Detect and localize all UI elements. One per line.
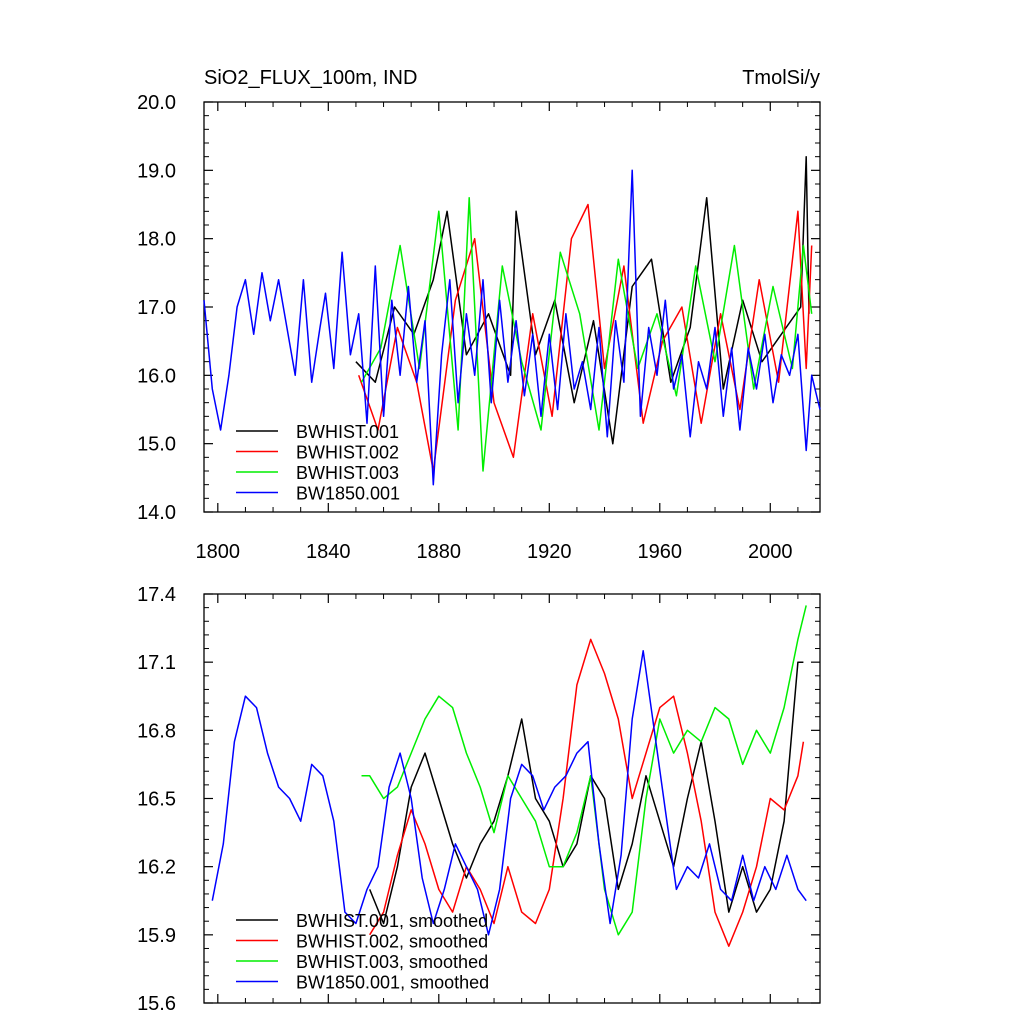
series-line-2 xyxy=(357,203,813,472)
y-tick-label: 15.0 xyxy=(137,434,176,456)
y-tick-label: 17.0 xyxy=(137,297,176,319)
y-tick-label: 17.4 xyxy=(137,584,176,606)
x-tick-label: 1880 xyxy=(417,541,462,563)
y-tick-label: 16.5 xyxy=(137,789,176,811)
y-tick-label: 16.8 xyxy=(137,720,176,742)
legend-label: BW1850.001 xyxy=(296,484,400,504)
series-line-1 xyxy=(355,155,810,445)
x-tick-label: 1920 xyxy=(527,541,572,563)
y-tick-label: 15.9 xyxy=(137,925,176,947)
legend-label: BWHIST.001, smoothed xyxy=(296,911,488,931)
y-tick-label: 15.6 xyxy=(137,993,176,1015)
top-panel-units: TmolSi/y xyxy=(742,67,820,89)
series-line-3 xyxy=(360,196,813,472)
y-tick-label: 19.0 xyxy=(137,160,176,182)
x-tick-label: 1840 xyxy=(306,541,351,563)
y-tick-label: 18.0 xyxy=(137,229,176,251)
legend-label: BW1850.001, smoothed xyxy=(296,973,489,993)
x-tick-label: 1960 xyxy=(638,541,683,563)
y-tick-label: 16.2 xyxy=(137,857,176,879)
series-line-4 xyxy=(203,169,821,486)
legend-label: BWHIST.003, smoothed xyxy=(296,952,488,972)
x-tick-label: 2000 xyxy=(748,541,793,563)
series-line-3 xyxy=(361,605,807,936)
y-tick-label: 14.0 xyxy=(137,502,176,524)
legend-label: BWHIST.002 xyxy=(296,443,399,463)
y-tick-label: 16.0 xyxy=(137,365,176,387)
legend-label: BWHIST.001 xyxy=(296,422,399,442)
series-line-2 xyxy=(369,638,805,947)
series-line-4 xyxy=(211,650,807,936)
bottom-panel: 15.6 15.9 16.2 16.5 16.8 17.1 17.4 BWHIST.001, … xyxy=(137,584,821,1015)
y-tick-label: 20.0 xyxy=(137,92,176,114)
y-tick-label: 17.1 xyxy=(137,652,176,674)
legend-label: BWHIST.002, smoothed xyxy=(296,932,488,952)
x-tick-label: 1800 xyxy=(196,541,241,563)
top-panel-title: SiO2_FLUX_100m, IND xyxy=(204,67,417,89)
top-panel: SiO2_FLUX_100m, IND TmolSi/y 14.0 15.0 16.… xyxy=(137,67,821,563)
legend-label: BWHIST.003 xyxy=(296,463,399,483)
